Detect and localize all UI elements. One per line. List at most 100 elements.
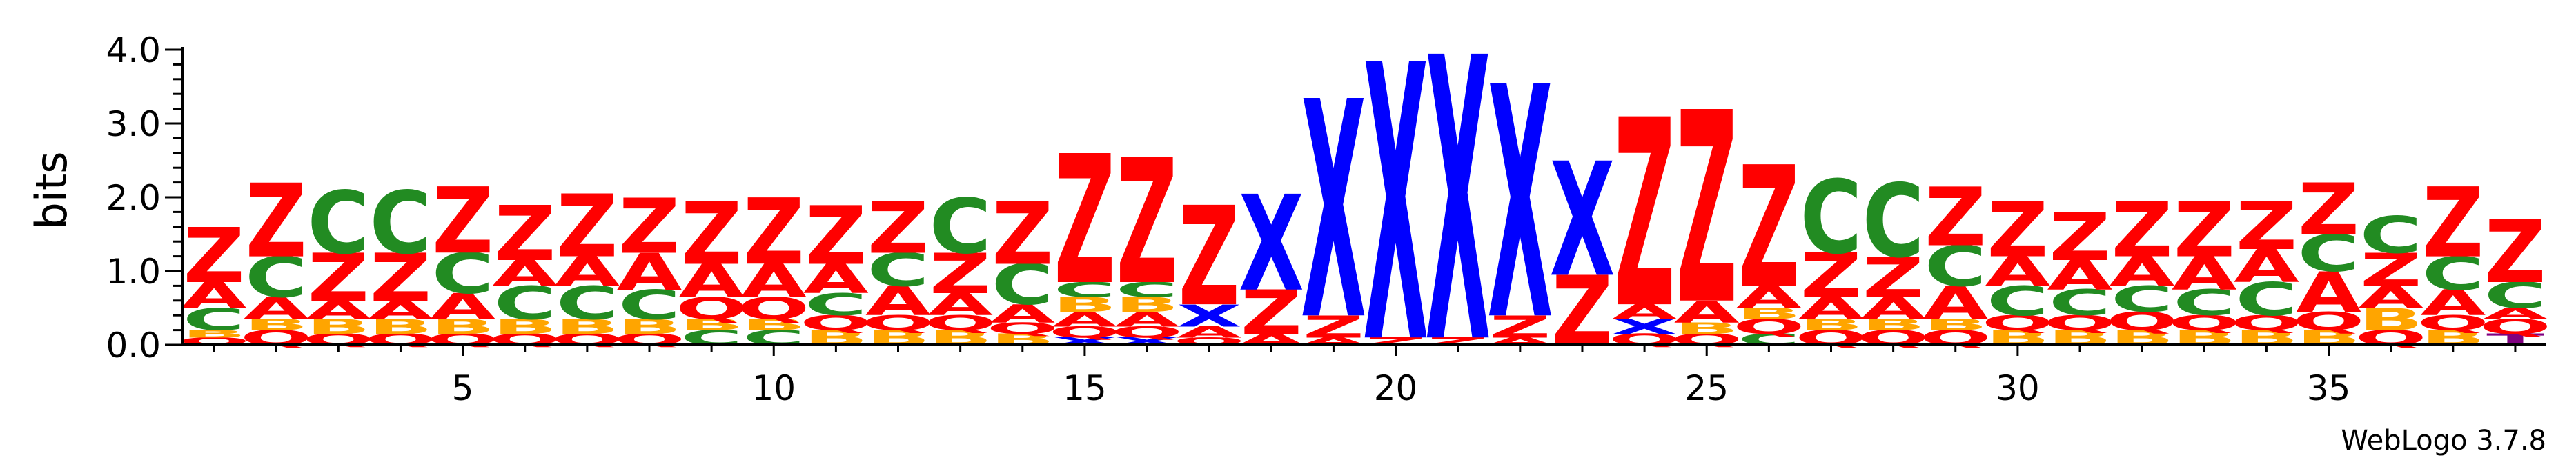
logo-glyph-Z-pos4: Z: [370, 239, 431, 316]
logo-glyph-C-pos16: C: [1116, 278, 1178, 301]
logo-glyph-A-pos6: A: [492, 253, 558, 294]
logo-glyph-C-pos37: C: [2422, 248, 2484, 300]
logo-glyph-Z-pos12: Z: [867, 187, 929, 270]
logo-glyph-Q-pos15: Q: [1049, 323, 1121, 341]
logo-glyph-X-pos18: X: [1239, 168, 1304, 321]
y-axis-title: bits: [26, 151, 77, 229]
logo-glyph-C-pos30: C: [1987, 278, 2049, 325]
logo-glyph-B-pos2: B: [244, 316, 308, 334]
logo-glyph-A-pos16: A: [1114, 308, 1180, 331]
logo-glyph-A-pos29: A: [1923, 277, 1988, 330]
logo-glyph-B-pos28: B: [1861, 316, 1926, 334]
logo-glyph-B-pos27: B: [1799, 316, 1864, 334]
logo-glyph-A-pos28: A: [1860, 291, 1926, 327]
x-tick-label: 25: [1684, 368, 1729, 408]
logo-glyph-Q-pos11: Q: [800, 312, 872, 335]
logo-glyph-X-pos21: X: [1425, 0, 1491, 430]
logo-glyph-A-pos26: A: [1736, 279, 1802, 315]
logo-glyph-C-pos12: C: [867, 244, 929, 297]
logo-glyph-C-pos1: C: [183, 302, 245, 338]
logo-glyph-Z-pos17: Z: [1179, 177, 1240, 337]
logo-glyph-X-pos20: X: [1363, 0, 1428, 427]
logo-glyph-Z-pos24: Z: [1614, 65, 1675, 365]
logo-glyph-A-pos13: A: [927, 287, 993, 323]
logo-glyph-Z-pos31: Z: [2049, 199, 2111, 275]
logo-glyph-C-pos33: C: [2173, 283, 2235, 323]
logo-glyph-C-pos32: C: [2111, 279, 2173, 320]
logo-glyph-Z-pos36: Z: [2360, 244, 2421, 297]
logo-glyph-C-pos5: C: [432, 242, 494, 306]
logo-glyph-A-pos37: A: [2420, 283, 2486, 323]
logo-glyph-Z-pos14: Z: [992, 184, 1053, 284]
y-tick-label: 3.0: [106, 104, 161, 144]
x-tick-label: 10: [751, 368, 796, 408]
logo-glyph-A-pos33: A: [2172, 248, 2237, 300]
logo-glyph-B-pos4: B: [368, 315, 433, 339]
logo-glyph-C-pos35: C: [2298, 224, 2360, 283]
logo-glyph-A-pos10: A: [741, 255, 807, 308]
logo-glyph-B-pos16: B: [1114, 293, 1179, 317]
logo-glyph-C-pos36: C: [2360, 206, 2422, 265]
logo-glyph-Q-pos38: Q: [2479, 315, 2551, 339]
logo-glyph-A-pos1: A: [181, 276, 247, 317]
logo-glyph-A-pos25: A: [1674, 294, 1740, 330]
logo-glyph-Z-pos8: Z: [619, 183, 680, 270]
y-tick-label: 0.0: [106, 326, 161, 366]
logo-glyph-B-pos7: B: [555, 315, 620, 339]
logo-glyph-Z-pos32: Z: [2112, 187, 2173, 274]
logo-glyph-Q-pos10: Q: [738, 291, 809, 327]
logo-glyph-C-pos11: C: [805, 287, 867, 323]
logo-glyph-Z-pos37: Z: [2422, 167, 2484, 279]
logo-glyph-A-pos15: A: [1052, 308, 1117, 331]
logo-glyph-C-pos4: C: [369, 173, 431, 273]
logo-glyph-X-pos19: X: [1301, 39, 1366, 386]
logo-glyph-Z-pos38: Z: [2484, 203, 2546, 303]
logo-glyph-Z-pos19: Z: [1303, 309, 1364, 345]
logo-glyph-B-pos3: B: [306, 315, 371, 339]
logo-glyph-B-pos10: B: [741, 316, 806, 334]
logo-glyph-C-pos6: C: [494, 277, 556, 330]
logo-glyph-B-pos6: B: [493, 315, 558, 339]
logo-glyph-Z-pos10: Z: [743, 180, 805, 286]
logo-glyph-Q-pos35: Q: [2292, 307, 2364, 336]
logo-glyph-X-pos22: X: [1488, 19, 1553, 391]
logo-glyph-A-pos4: A: [368, 296, 433, 325]
logo-glyph-layer: QBCAZQBACZQBAZCQBAZCQBACZQBCAZQBCAZQBCAZ…: [178, 0, 2551, 430]
weblogo-credit: WebLogo 3.7.8: [2341, 425, 2546, 457]
logo-glyph-C-pos27: C: [1800, 159, 1862, 277]
logo-glyph-Z-pos18: Z: [1241, 278, 1302, 348]
logo-glyph-Q-pos37: Q: [2417, 312, 2489, 335]
logo-glyph-A-pos2: A: [244, 291, 309, 327]
logo-glyph-A-pos32: A: [2110, 248, 2175, 295]
logo-glyph-B-pos8: B: [617, 315, 682, 339]
logo-glyph-Z-pos16: Z: [1117, 123, 1178, 323]
logo-glyph-C-pos3: C: [307, 173, 369, 273]
y-tick-label: 4.0: [106, 30, 161, 70]
logo-glyph-B-pos1: B: [181, 328, 246, 340]
logo-glyph-A-pos30: A: [1985, 248, 2050, 295]
logo-glyph-C-pos8: C: [618, 281, 680, 328]
y-tick-label: 2.0: [106, 178, 161, 218]
x-tick-label: 5: [452, 368, 474, 408]
logo-glyph-Q-pos31: Q: [2044, 312, 2116, 335]
x-tick-label: 35: [2307, 368, 2351, 408]
logo-glyph-Z-pos26: Z: [1738, 132, 1800, 326]
logo-glyph-A-pos14: A: [990, 299, 1055, 328]
logo-glyph-C-pos31: C: [2049, 283, 2111, 323]
logo-glyph-X-pos24: X: [1612, 315, 1678, 339]
logo-glyph-A-pos5: A: [430, 287, 495, 328]
logo-glyph-Q-pos26: Q: [1733, 315, 1805, 339]
logo-glyph-B-pos26: B: [1737, 305, 1802, 323]
logo-glyph-A-pos38: A: [2482, 305, 2548, 323]
x-tick-label: 15: [1063, 368, 1107, 408]
y-tick-label: 1.0: [106, 252, 161, 292]
logo-glyph-C-pos28: C: [1862, 163, 1925, 280]
logo-glyph-Z-pos25: Z: [1676, 57, 1738, 363]
logo-glyph-A-pos8: A: [617, 243, 682, 302]
logo-glyph-Z-pos2: Z: [246, 163, 307, 280]
logo-glyph-Q-pos13: Q: [924, 312, 996, 335]
logo-glyph-Q-pos14: Q: [987, 319, 1059, 337]
logo-glyph-A-pos3: A: [306, 296, 371, 325]
x-tick-label: 20: [1374, 368, 1418, 408]
